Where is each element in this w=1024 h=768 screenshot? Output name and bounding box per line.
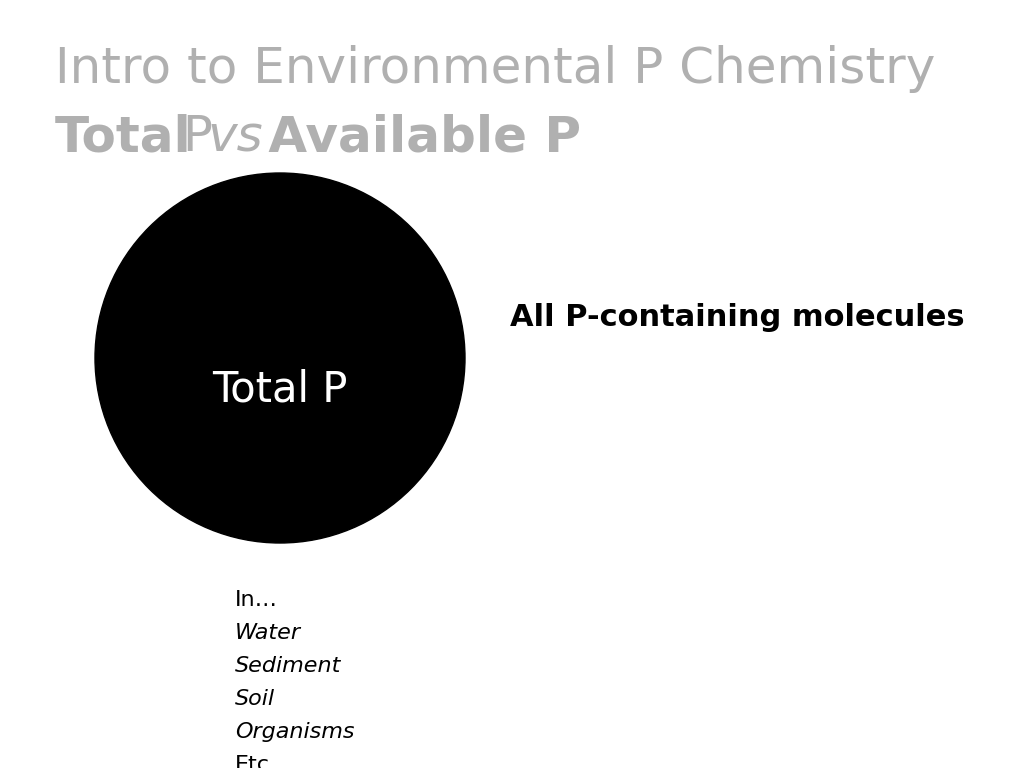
Text: Etc..: Etc.. [234, 755, 284, 768]
Text: Intro to Environmental P Chemistry: Intro to Environmental P Chemistry [55, 45, 935, 93]
Circle shape [95, 173, 465, 543]
Text: Soil: Soil [234, 689, 275, 709]
Text: Total: Total [55, 113, 191, 161]
Text: Sediment: Sediment [234, 656, 341, 676]
Text: Organisms: Organisms [234, 722, 354, 742]
Text: All P-containing molecules: All P-containing molecules [510, 303, 965, 332]
Text: Water: Water [234, 623, 301, 643]
Text: P: P [167, 113, 229, 161]
Text: Available P: Available P [251, 113, 581, 161]
Text: vs: vs [207, 113, 262, 161]
Text: Total P: Total P [212, 369, 348, 411]
Text: In…: In… [234, 590, 278, 610]
